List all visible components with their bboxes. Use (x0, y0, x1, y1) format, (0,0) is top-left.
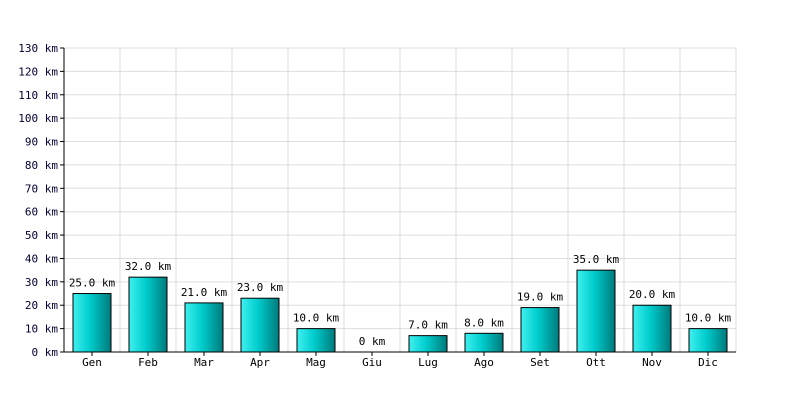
bars (72, 269, 728, 353)
data-label: 10.0 km (685, 312, 732, 325)
data-label: 20.0 km (629, 288, 676, 301)
x-tick-label: Ott (586, 356, 606, 369)
x-tick-label: Gen (82, 356, 102, 369)
x-tick-label: Ago (474, 356, 494, 369)
data-label: 19.0 km (517, 291, 564, 304)
labels: 0 km 10 km 20 km 30 km 40 km 50 km 60 km 70 km 8… (18, 42, 731, 369)
bar-gen (72, 293, 112, 353)
y-tick-label: 60 km (25, 206, 58, 219)
bar-ott (576, 269, 616, 353)
bar-mag (296, 328, 336, 353)
bar-mar (184, 302, 224, 353)
y-tick-label: 110 km (18, 89, 58, 102)
bar-feb (128, 276, 168, 353)
x-tick-label: Mar (194, 356, 214, 369)
data-label: 0 km (359, 335, 386, 348)
data-label: 25.0 km (69, 277, 116, 290)
x-tick-label: Giu (362, 356, 382, 369)
bar-nov (632, 304, 672, 353)
y-tick-label: 10 km (25, 323, 58, 336)
y-tick-label: 40 km (25, 252, 58, 265)
y-tick-label: 120 km (18, 65, 58, 78)
x-tick-label: Apr (250, 356, 270, 369)
data-label: 32.0 km (125, 260, 172, 273)
axes (60, 47, 736, 356)
y-tick-label: 90 km (25, 136, 58, 149)
bar-set (520, 307, 560, 353)
x-tick-label: Mag (306, 356, 326, 369)
data-label: 21.0 km (181, 286, 228, 299)
data-label: 23.0 km (237, 281, 284, 294)
y-tick-label: 100 km (18, 112, 58, 125)
y-tick-label: 0 km (32, 346, 59, 359)
y-tick-label: 30 km (25, 276, 58, 289)
bar-lug (408, 335, 448, 353)
bar-apr (240, 297, 280, 353)
bar-ago (464, 332, 504, 353)
data-label: 10.0 km (293, 312, 340, 325)
data-label: 35.0 km (573, 253, 620, 266)
data-label: 8.0 km (464, 316, 504, 329)
data-label: 7.0 km (408, 319, 448, 332)
x-tick-label: Lug (418, 356, 438, 369)
y-tick-label: 50 km (25, 229, 58, 242)
bar-dic (688, 328, 728, 353)
x-tick-label: Feb (138, 356, 158, 369)
grid-lines (64, 47, 737, 353)
y-tick-label: 80 km (25, 159, 58, 172)
y-tick-label: 130 km (18, 42, 58, 55)
x-tick-label: Nov (642, 356, 662, 369)
y-tick-label: 70 km (25, 182, 58, 195)
x-tick-label: Set (530, 356, 550, 369)
x-tick-label: Dic (698, 356, 718, 369)
y-tick-label: 20 km (25, 299, 58, 312)
